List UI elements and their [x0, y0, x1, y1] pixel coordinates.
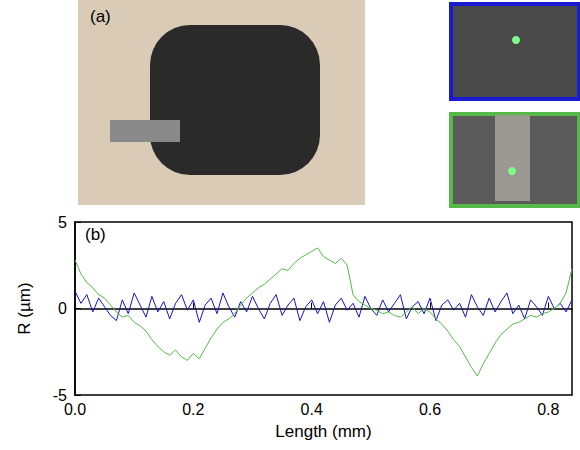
- svg-text:Length (mm): Length (mm): [275, 422, 371, 441]
- svg-text:0.2: 0.2: [182, 401, 204, 418]
- svg-text:0.8: 0.8: [537, 401, 559, 418]
- svg-text:0.6: 0.6: [419, 401, 441, 418]
- svg-text:0.4: 0.4: [301, 401, 323, 418]
- svg-text:-5: -5: [52, 386, 67, 404]
- svg-text:5: 5: [58, 214, 67, 231]
- svg-text:0: 0: [58, 300, 67, 317]
- svg-text:R (µm): R (µm): [15, 282, 34, 334]
- svg-text:(a): (a): [90, 7, 111, 26]
- svg-text:(b): (b): [85, 225, 106, 244]
- svg-text:0.0: 0.0: [64, 401, 86, 418]
